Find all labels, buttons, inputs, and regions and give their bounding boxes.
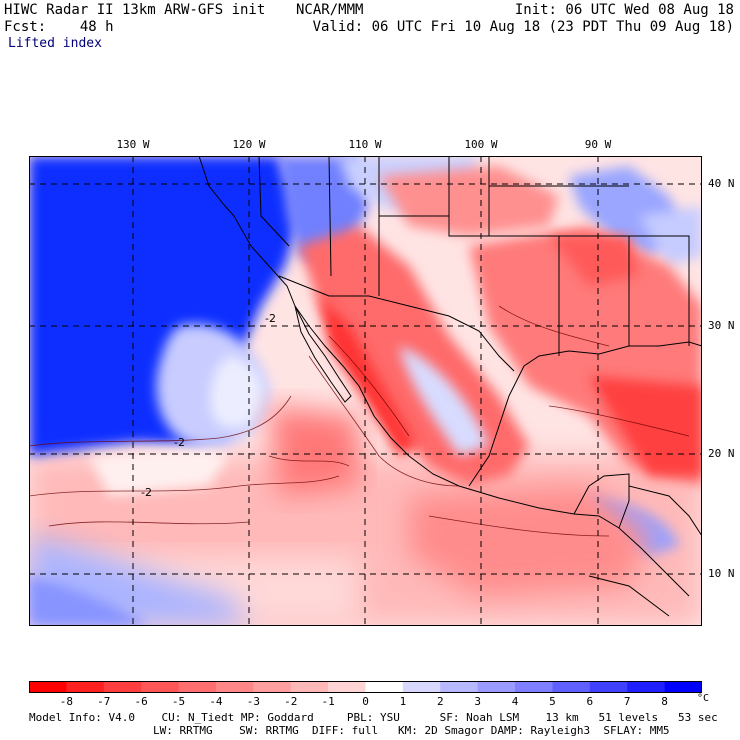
init-time: Init: 06 UTC Wed 08 Aug 18: [514, 2, 734, 18]
lon-label-130w: 130 W: [116, 138, 150, 151]
contour-label: -2: [265, 312, 276, 325]
valid-time: Valid: 06 UTC Fri 10 Aug 18 (23 PDT Thu …: [312, 19, 734, 35]
colorbar-swatch: [66, 681, 105, 693]
colorbar: [29, 681, 702, 693]
model-info-line-1: Model Info: V4.0 CU: N_Tiedt MP: Goddard…: [29, 711, 718, 724]
lon-label-120w: 120 W: [232, 138, 266, 151]
colorbar-tick-label: -7: [97, 695, 111, 708]
colorbar-swatch: [103, 681, 142, 693]
lon-label-100w: 100 W: [464, 138, 498, 151]
colorbar-swatch: [365, 681, 404, 693]
colorbar-unit: °C: [697, 693, 710, 704]
us-mexico-border: [278, 275, 515, 372]
colorbar-tick-label: -4: [209, 695, 223, 708]
colorbar-swatch: [477, 681, 516, 693]
colorbar-swatch: [141, 681, 180, 693]
colorbar-tick-label: 2: [436, 695, 444, 708]
baja-peninsula-line: [294, 305, 352, 403]
lon-label-90w: 90 W: [584, 138, 612, 151]
lat-label-20n: 20 N: [708, 447, 735, 460]
colorbar-swatch: [664, 681, 702, 693]
colorbar-swatch: [440, 681, 479, 693]
lifted-index-map: -2 -2 -2: [29, 156, 702, 626]
colorbar-swatch: [178, 681, 217, 693]
colorbar-tick-label: 5: [549, 695, 556, 708]
lat-label-30n: 30 N: [708, 319, 735, 332]
colorbar-swatch: [215, 681, 254, 693]
state-lines: [258, 156, 690, 356]
colorbar-tick-label: -2: [284, 695, 298, 708]
colorbar-tick-label: 7: [623, 695, 631, 708]
chart-title: HIWC Radar II 13km ARW-GFS init: [4, 2, 266, 18]
lat-lon-grid: [29, 156, 702, 626]
organization-label: NCAR/MMM: [296, 2, 364, 18]
colorbar-swatch: [627, 681, 666, 693]
colorbar-swatch: [290, 681, 329, 693]
colorbar-tick-label: 1: [399, 695, 407, 708]
model-info-line-2: LW: RRTMG SW: RRTMG DIFF: full KM: 2D Sm…: [153, 724, 670, 737]
contour-label: -2: [141, 486, 152, 499]
colorbar-tick-label: -5: [171, 695, 186, 708]
forecast-hour: Fcst: 48 h: [4, 19, 114, 35]
colorbar-swatch: [402, 681, 441, 693]
field-name: Lifted index: [8, 36, 102, 51]
colorbar-swatch: [515, 681, 553, 693]
lat-label-10n: 10 N: [708, 567, 735, 580]
colorbar-swatch: [328, 681, 366, 693]
colorbar-swatch: [589, 681, 628, 693]
gulf-coast-line: [468, 341, 702, 487]
colorbar-tick-label: 4: [511, 695, 519, 708]
colorbar-tick-label: -6: [134, 695, 148, 708]
lat-label-40n: 40 N: [708, 177, 735, 190]
west-coast-line: [198, 156, 690, 597]
lon-label-110w: 110 W: [348, 138, 382, 151]
colorbar-tick-label: -8: [59, 695, 73, 708]
central-america-line: [628, 485, 702, 537]
caribbean-coast: [588, 575, 670, 617]
colorbar-tick-label: 6: [586, 695, 594, 708]
colorbar-tick-label: -3: [246, 695, 260, 708]
colorbar-tick-label: 0: [362, 695, 369, 708]
colorbar-swatch: [253, 681, 292, 693]
colorbar-swatch: [29, 681, 67, 693]
colorbar-tick-label: 8: [661, 695, 668, 708]
colorbar-tick-label: 3: [474, 695, 481, 708]
contour-label: -2: [174, 436, 185, 449]
yucatan-line: [573, 473, 630, 529]
map-frame: [29, 156, 702, 626]
colorbar-swatch: [552, 681, 591, 693]
colorbar-tick-label: -1: [321, 695, 335, 708]
